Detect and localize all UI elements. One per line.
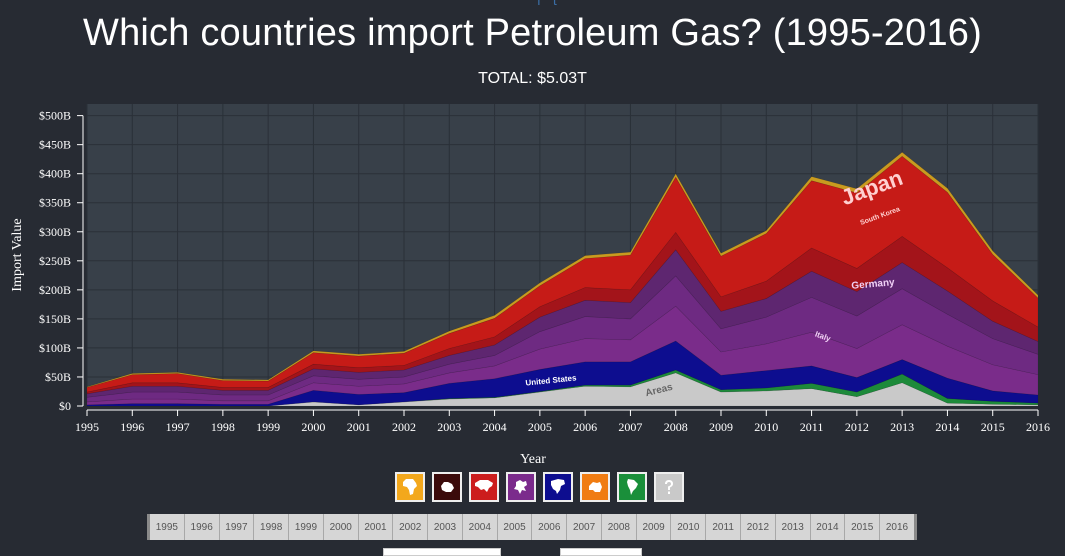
year-timeline: 1995 1996 1997 1998 1999 2000 2001 2002 2003 2004… (147, 514, 917, 540)
x-tick-label: 2008 (664, 420, 688, 434)
x-tick-label: 2015 (981, 420, 1005, 434)
area-series-band-3[interactable] (86, 305, 1039, 406)
y-tick-label: $200B (39, 283, 71, 297)
y-axis-title: Import Value (10, 218, 25, 291)
oceania-icon (589, 482, 602, 492)
facebook-icon[interactable]: f (537, 0, 541, 8)
y-tick-label: $500B (39, 109, 71, 123)
x-tick-label: 1998 (211, 420, 235, 434)
africa-icon (403, 479, 417, 495)
y-tick-label: $100B (39, 341, 71, 355)
continent-filters (395, 472, 684, 502)
timeline-year-1995[interactable]: 1995 (150, 514, 185, 540)
total-value: TOTAL: $5.03T (478, 70, 587, 87)
x-tick-label: 2011 (800, 420, 824, 434)
timeline-year-2000[interactable]: 2000 (324, 514, 359, 540)
x-tick-label: 1996 (120, 420, 144, 434)
timeline-year-2001[interactable]: 2001 (359, 514, 394, 540)
x-tick-label: 1997 (166, 420, 190, 434)
timeline-year-2003[interactable]: 2003 (428, 514, 463, 540)
twitter-icon[interactable]: t (552, 0, 557, 8)
timeline-year-2010[interactable]: 2010 (671, 514, 707, 540)
x-tick-label: 2013 (890, 420, 914, 434)
timeline-year-2008[interactable]: 2008 (602, 514, 637, 540)
filter-asia[interactable] (469, 472, 499, 502)
x-tick-label: 2016 (1026, 420, 1050, 434)
timeline-year-2009[interactable]: 2009 (637, 514, 672, 540)
x-tick-label: 2006 (573, 420, 597, 434)
range-control-right[interactable] (560, 548, 642, 556)
x-tick-label: 2001 (347, 420, 371, 434)
asia-icon (475, 480, 493, 492)
antarctica-icon (441, 482, 454, 492)
timeline-year-1999[interactable]: 1999 (289, 514, 324, 540)
social-links: f t (537, 0, 557, 8)
filter-south-america[interactable] (617, 472, 647, 502)
label-germany: Germany (851, 277, 896, 292)
y-tick-label: $450B (39, 138, 71, 152)
timeline-year-2015[interactable]: 2015 (845, 514, 881, 540)
area-series-italy[interactable] (86, 275, 1039, 403)
area-series-areas[interactable] (87, 372, 1039, 407)
area-series-band-8[interactable] (86, 151, 1039, 388)
timeline-year-1997[interactable]: 1997 (220, 514, 255, 540)
timeline-year-2013[interactable]: 2013 (776, 514, 811, 540)
timeline-year-2016[interactable]: 2016 (885, 521, 909, 533)
timeline-year-2014[interactable]: 2014 (811, 514, 846, 540)
y-tick-label: $400B (39, 167, 71, 181)
x-axis-title: Year (520, 452, 546, 467)
x-tick-label: 2003 (437, 420, 461, 434)
timeline-year-2006[interactable]: 2006 (532, 514, 568, 540)
filter-africa[interactable] (395, 472, 425, 502)
filter-antarctica[interactable] (432, 472, 462, 502)
y-tick-label: $350B (39, 196, 71, 210)
y-tick-label: $300B (39, 225, 71, 239)
y-tick-label: $150B (39, 312, 71, 326)
europe-icon (514, 480, 527, 494)
y-tick-label: $50B (45, 370, 71, 384)
north-america-icon (551, 479, 565, 494)
range-control-left[interactable] (383, 548, 501, 556)
x-tick-label: 1995 (75, 420, 99, 434)
timeline-year-1996[interactable]: 1996 (185, 514, 220, 540)
filter-oceania[interactable] (580, 472, 610, 502)
x-tick-label: 2002 (392, 420, 416, 434)
timeline-year-2005[interactable]: 2005 (498, 514, 533, 540)
area-series-band-1[interactable] (87, 369, 1039, 407)
x-tick-label: 2007 (618, 420, 642, 434)
timeline-year-2007[interactable]: 2007 (567, 514, 602, 540)
timeline-year-2011[interactable]: 2011 (706, 514, 742, 540)
y-tick-label: $0 (59, 399, 71, 413)
page-title: Which countries import Petroleum Gas? (1… (83, 12, 982, 54)
x-tick-label: 2014 (935, 420, 959, 434)
timeline-year-2002[interactable]: 2002 (393, 514, 429, 540)
question-icon (665, 480, 673, 494)
x-tick-label: 2009 (709, 420, 733, 434)
area-series-japan[interactable] (86, 155, 1039, 393)
x-tick-label: 2004 (483, 420, 507, 434)
timeline-year-1998[interactable]: 1998 (254, 514, 290, 540)
filter-unknown[interactable] (654, 472, 684, 502)
x-tick-label: 2005 (528, 420, 552, 434)
filter-north-america[interactable] (543, 472, 573, 502)
timeline-year-2004[interactable]: 2004 (463, 514, 498, 540)
x-tick-label: 2000 (301, 420, 325, 434)
timeline-year-2012[interactable]: 2012 (741, 514, 776, 540)
x-tick-label: 1999 (256, 420, 280, 434)
x-tick-label: 2012 (845, 420, 869, 434)
filter-europe[interactable] (506, 472, 536, 502)
stacked-area-chart: $0 $50B $100B $150B $200B $250B $300B $350B $400… (10, 104, 1050, 467)
x-tick-label: 2010 (754, 420, 778, 434)
y-tick-label: $250B (39, 254, 71, 268)
south-america-icon (627, 479, 638, 495)
